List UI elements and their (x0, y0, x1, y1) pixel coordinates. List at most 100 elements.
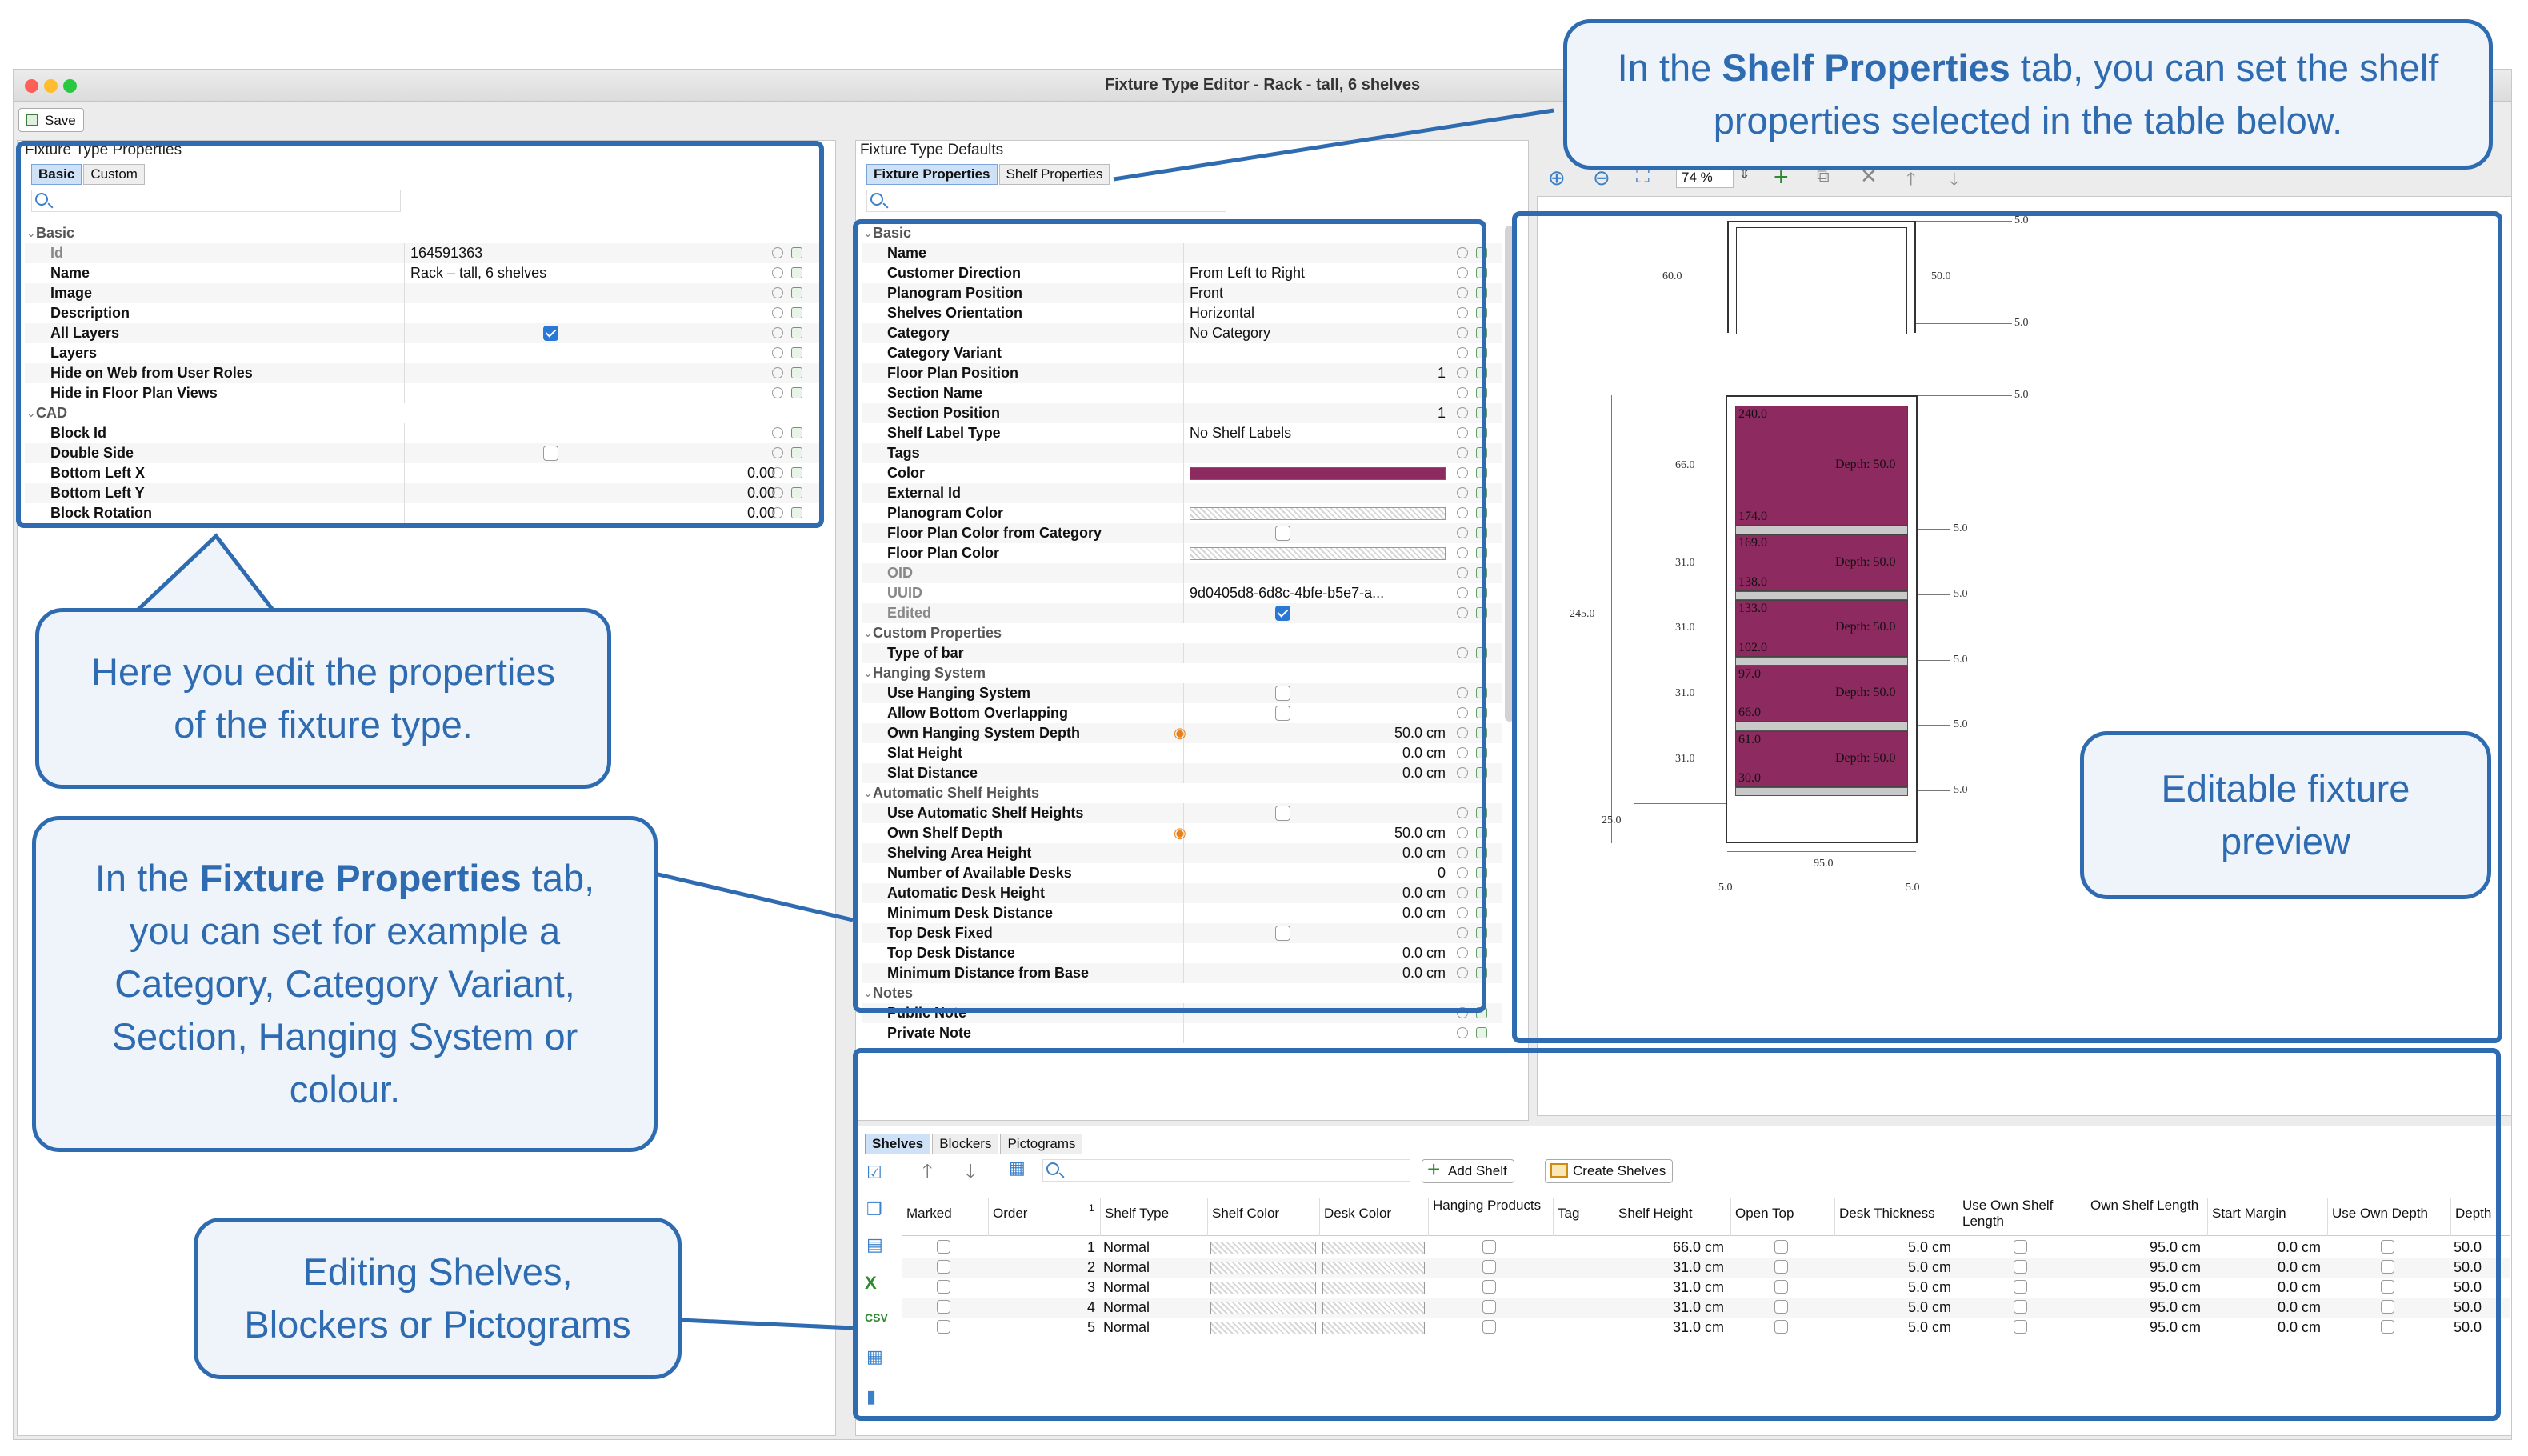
zoom-in-icon[interactable]: ⊕ (1548, 166, 1566, 190)
col-order[interactable]: Order (993, 1206, 1028, 1221)
row-checkbox[interactable] (2014, 1240, 2027, 1254)
table-cell[interactable]: 95.0 cm (2149, 1239, 2201, 1255)
property-row[interactable]: Floor Plan Color from Category (862, 523, 1502, 543)
edit-icon[interactable] (791, 427, 802, 438)
reset-icon[interactable] (772, 427, 783, 438)
table-cell[interactable]: 66.0 cm (1672, 1239, 1724, 1255)
table-cell[interactable]: 95.0 cm (2149, 1319, 2201, 1335)
row-checkbox[interactable] (1774, 1260, 1788, 1274)
reset-icon[interactable] (1457, 967, 1468, 978)
reset-icon[interactable] (1457, 1007, 1468, 1018)
table-cell[interactable]: 95.0 cm (2149, 1279, 2201, 1295)
property-row[interactable]: Shelf Label Type No Shelf Labels (862, 423, 1502, 443)
tab-fixture-properties[interactable]: Fixture Properties (866, 164, 998, 185)
shelf-3[interactable] (1735, 600, 1908, 657)
property-row[interactable]: Double Side (25, 443, 822, 463)
property-value[interactable]: 0.0 cm (1402, 765, 1446, 781)
property-row[interactable]: Slat Distance 0.0 cm (862, 763, 1502, 783)
row-checkbox[interactable] (2014, 1280, 2027, 1294)
col-tag[interactable]: Tag (1558, 1206, 1580, 1221)
property-value[interactable]: Rack – tall, 6 shelves (410, 265, 547, 281)
table-cell[interactable]: 95.0 cm (2149, 1299, 2201, 1315)
property-row[interactable]: Name (862, 243, 1502, 263)
row-color-swatch[interactable] (1322, 1242, 1425, 1254)
csv-icon[interactable]: CSV (865, 1311, 888, 1324)
property-value[interactable]: 0.00 (746, 465, 775, 481)
table-cell[interactable]: 5.0 cm (1907, 1319, 1951, 1335)
table-row[interactable]: 5 Normal 31.0 cm 5.0 cm 95.0 cm 0.0 cm 50.0 (902, 1318, 2510, 1338)
select-all-icon[interactable]: ☑ (866, 1162, 882, 1182)
col-start-margin[interactable]: Start Margin (2212, 1206, 2286, 1221)
property-value[interactable]: 0.00 (746, 505, 775, 521)
property-value[interactable]: No Category (1190, 325, 1271, 341)
chevron-down-icon[interactable]: ⌄ (863, 986, 873, 999)
tab-blockers[interactable]: Blockers (932, 1134, 999, 1154)
reset-icon[interactable] (1457, 567, 1468, 578)
property-row[interactable]: Shelves Orientation Horizontal (862, 303, 1502, 323)
table-row[interactable]: 4 Normal 31.0 cm 5.0 cm 95.0 cm 0.0 cm 50.0 (902, 1298, 2510, 1318)
reset-icon[interactable] (1457, 947, 1468, 958)
zoom-out-icon[interactable]: ⊖ (1593, 166, 1610, 190)
col-own-shelf-length[interactable]: Own Shelf Length (2090, 1198, 2199, 1213)
property-row[interactable]: Category No Category (862, 323, 1502, 343)
row-checkbox[interactable] (1774, 1320, 1788, 1334)
property-value[interactable]: 50.0 cm (1394, 725, 1446, 741)
edit-icon[interactable] (791, 387, 802, 398)
tab-basic[interactable]: Basic (31, 164, 82, 185)
row-checkbox[interactable] (2381, 1320, 2394, 1334)
table-cell[interactable]: 2 (1086, 1259, 1095, 1275)
property-checkbox[interactable] (1275, 926, 1290, 941)
table-cell[interactable]: 50.0 (2454, 1299, 2482, 1315)
edit-icon[interactable] (791, 267, 802, 278)
table-search-input[interactable] (1042, 1159, 1410, 1182)
property-row[interactable]: Shelving Area Height 0.0 cm (862, 843, 1502, 863)
row-checkbox[interactable] (937, 1260, 950, 1274)
row-checkbox[interactable] (1774, 1300, 1788, 1314)
table-cell[interactable]: 0.0 cm (2277, 1299, 2321, 1315)
reset-icon[interactable] (1457, 747, 1468, 758)
row-checkbox[interactable] (2014, 1300, 2027, 1314)
table-cell[interactable]: 31.0 cm (1672, 1259, 1724, 1275)
reset-icon[interactable] (772, 267, 783, 278)
chevron-down-icon[interactable]: ⌄ (26, 226, 36, 239)
reset-icon[interactable] (1457, 427, 1468, 438)
reset-icon[interactable] (772, 247, 783, 258)
chart-icon[interactable]: ▮ (866, 1386, 877, 1406)
edit-icon[interactable] (791, 247, 802, 258)
property-row[interactable]: Planogram Position Front (862, 283, 1502, 303)
table-cell[interactable]: Normal (1103, 1239, 1150, 1255)
property-value[interactable]: 0.0 cm (1402, 965, 1446, 981)
property-value[interactable]: 1 (1437, 365, 1446, 381)
shelf-1[interactable] (1735, 406, 1908, 526)
row-checkbox[interactable] (1482, 1260, 1496, 1274)
row-checkbox[interactable] (2381, 1280, 2394, 1294)
row-color-swatch[interactable] (1210, 1282, 1316, 1294)
row-checkbox[interactable] (2014, 1260, 2027, 1274)
move-down-icon[interactable]: 🡓 (1950, 169, 1959, 189)
property-value[interactable]: 1 (1437, 405, 1446, 421)
table-cell[interactable]: 1 (1086, 1239, 1095, 1255)
reset-icon[interactable] (1457, 287, 1468, 298)
row-checkbox[interactable] (2381, 1240, 2394, 1254)
edit-icon[interactable] (791, 487, 802, 498)
property-row[interactable]: Bottom Left Y 0.00 (25, 483, 822, 503)
table-row[interactable]: 1 Normal 66.0 cm 5.0 cm 95.0 cm 0.0 cm 50.0 (902, 1238, 2510, 1258)
table-cell[interactable]: 4 (1086, 1299, 1095, 1315)
reset-icon[interactable] (1457, 847, 1468, 858)
property-checkbox[interactable] (1275, 526, 1290, 541)
property-row[interactable]: Hide on Web from User Roles (25, 363, 822, 383)
shelf-5[interactable] (1735, 730, 1908, 787)
reset-icon[interactable] (1457, 407, 1468, 418)
reset-icon[interactable] (1457, 767, 1468, 778)
row-color-swatch[interactable] (1322, 1302, 1425, 1314)
property-row[interactable]: Type of bar (862, 643, 1502, 663)
reset-icon[interactable] (1457, 267, 1468, 278)
row-color-swatch[interactable] (1210, 1302, 1316, 1314)
reset-icon[interactable] (1457, 247, 1468, 258)
reset-icon[interactable] (1457, 907, 1468, 918)
reset-icon[interactable] (772, 367, 783, 378)
col-use-own-shelf-length[interactable]: Use Own Shelf Length (1962, 1198, 2054, 1229)
property-row[interactable]: Description (25, 303, 822, 323)
table-cell[interactable]: 50.0 (2454, 1279, 2482, 1295)
property-row[interactable]: Use Hanging System (862, 683, 1502, 703)
